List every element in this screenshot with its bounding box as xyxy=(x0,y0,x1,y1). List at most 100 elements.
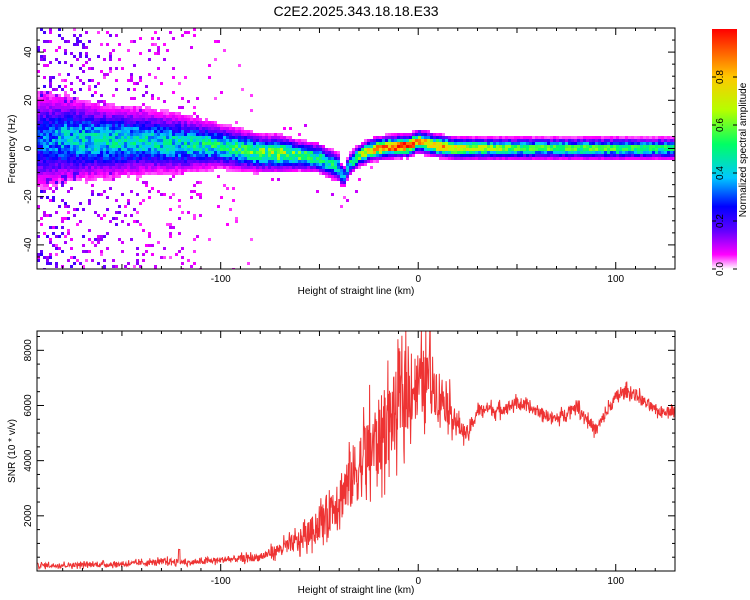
heatmap-cell xyxy=(415,136,418,139)
heatmap-cell xyxy=(97,262,100,265)
heatmap-cell xyxy=(52,196,55,199)
heatmap-cell xyxy=(127,160,130,163)
heatmap-cell xyxy=(175,148,178,151)
heatmap-cell xyxy=(586,148,589,151)
heatmap-cell xyxy=(136,130,139,133)
heatmap-cell xyxy=(574,136,577,139)
heatmap-cell xyxy=(520,157,523,160)
heatmap-cell xyxy=(388,142,391,145)
heatmap-cell xyxy=(592,154,595,157)
heatmap-cell xyxy=(58,73,61,76)
heatmap-cell xyxy=(667,148,670,151)
heatmap-cell xyxy=(196,151,199,154)
heatmap-cell xyxy=(637,145,640,148)
heatmap-cell xyxy=(91,133,94,136)
heatmap-cell xyxy=(298,148,301,151)
heatmap-cell xyxy=(517,154,520,157)
heatmap-cell xyxy=(103,142,106,145)
heatmap-cell xyxy=(142,121,145,124)
heatmap-cell xyxy=(181,127,184,130)
heatmap-cell xyxy=(559,136,562,139)
heatmap-cell xyxy=(247,130,250,133)
heatmap-cell xyxy=(226,157,229,160)
heatmap-cell xyxy=(268,139,271,142)
heatmap-cell xyxy=(52,226,55,229)
heatmap-cell xyxy=(193,166,196,169)
heatmap-cell xyxy=(151,172,154,175)
heatmap-cell xyxy=(70,133,73,136)
heatmap-cell xyxy=(598,136,601,139)
heatmap-cell xyxy=(178,199,181,202)
heatmap-cell xyxy=(91,109,94,112)
heatmap-cell xyxy=(148,232,151,235)
heatmap-cell xyxy=(97,115,100,118)
heatmap-cell xyxy=(586,157,589,160)
heatmap-cell xyxy=(199,196,202,199)
heatmap-cell xyxy=(43,145,46,148)
heatmap-cell xyxy=(157,160,160,163)
heatmap-cell xyxy=(208,157,211,160)
heatmap-cell xyxy=(142,145,145,148)
heatmap-cell xyxy=(61,166,64,169)
heatmap-cell xyxy=(130,97,133,100)
heatmap-cell xyxy=(406,148,409,151)
heatmap-cell xyxy=(73,124,76,127)
heatmap-cell xyxy=(481,136,484,139)
heatmap-cell xyxy=(628,139,631,142)
heatmap-cell xyxy=(205,133,208,136)
heatmap-cell xyxy=(100,172,103,175)
heatmap-cell xyxy=(223,133,226,136)
heatmap-cell xyxy=(436,142,439,145)
heatmap-cell xyxy=(139,265,142,268)
heatmap-cell xyxy=(40,28,43,31)
heatmap-cell xyxy=(388,157,391,160)
heatmap-cell xyxy=(109,133,112,136)
heatmap-cell xyxy=(67,100,70,103)
heatmap-cell xyxy=(226,187,229,190)
heatmap-cell xyxy=(478,148,481,151)
heatmap-cell xyxy=(406,145,409,148)
heatmap-cell xyxy=(130,160,133,163)
heatmap-cell xyxy=(295,169,298,172)
heatmap-cell xyxy=(103,76,106,79)
heatmap-cell xyxy=(76,109,79,112)
heatmap-cell xyxy=(76,160,79,163)
heatmap-cell xyxy=(136,115,139,118)
heatmap-cell xyxy=(121,109,124,112)
heatmap-cell xyxy=(100,109,103,112)
heatmap-cell xyxy=(340,172,343,175)
heatmap-cell xyxy=(415,148,418,151)
heatmap-cell xyxy=(277,151,280,154)
heatmap-cell xyxy=(82,250,85,253)
heatmap-cell xyxy=(91,145,94,148)
heatmap-cell xyxy=(64,169,67,172)
heatmap-cell xyxy=(67,190,70,193)
heatmap-cell xyxy=(235,127,238,130)
heatmap-cell xyxy=(163,133,166,136)
heatmap-cell xyxy=(160,163,163,166)
heatmap-cell xyxy=(121,160,124,163)
heatmap-cell xyxy=(505,157,508,160)
heatmap-cell xyxy=(157,52,160,55)
heatmap-cell xyxy=(523,136,526,139)
heatmap-cell xyxy=(145,166,148,169)
heatmap-cell xyxy=(292,169,295,172)
heatmap-cell xyxy=(292,166,295,169)
heatmap-cell xyxy=(184,118,187,121)
heatmap-cell xyxy=(169,169,172,172)
heatmap-cell xyxy=(112,94,115,97)
heatmap-cell xyxy=(394,139,397,142)
heatmap-cell xyxy=(427,154,430,157)
heatmap-cell xyxy=(76,103,79,106)
heatmap-cell xyxy=(430,154,433,157)
heatmap-cell xyxy=(229,163,232,166)
heatmap-cell xyxy=(73,118,76,121)
heatmap-cell xyxy=(97,133,100,136)
heatmap-cell xyxy=(94,151,97,154)
heatmap-cell xyxy=(493,148,496,151)
heatmap-cell xyxy=(106,106,109,109)
heatmap-cell xyxy=(133,109,136,112)
heatmap-cell xyxy=(172,124,175,127)
heatmap-cell xyxy=(58,151,61,154)
heatmap-cell xyxy=(64,49,67,52)
